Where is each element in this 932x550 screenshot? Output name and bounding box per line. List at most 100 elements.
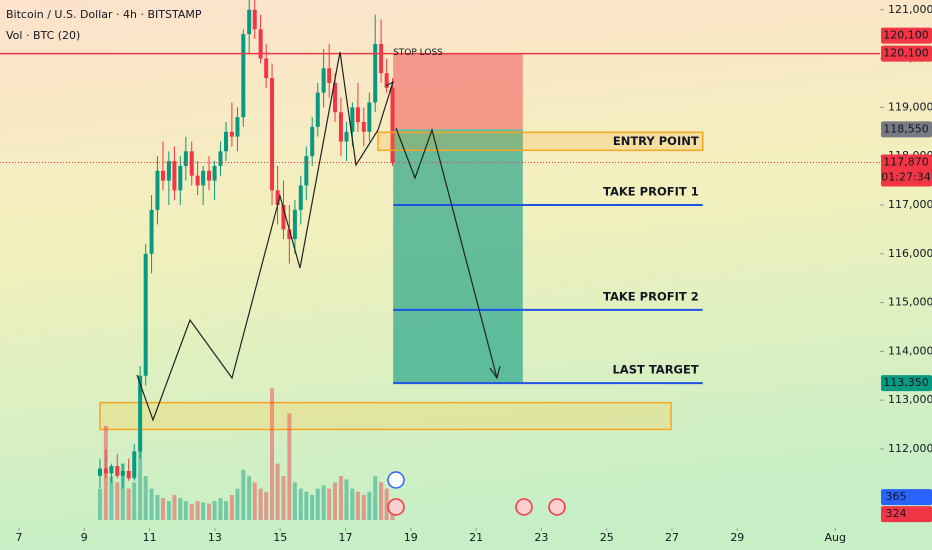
volume-marker [881,489,932,506]
volume-bar [373,476,378,520]
volume-bar [138,451,143,520]
x-tick-label: Aug [825,531,846,544]
price-marker-label: 120,100 [883,47,929,60]
y-tick-label: 119,000 [888,100,932,113]
candle-body [384,73,389,88]
volume-bar [241,469,246,520]
candle-body [120,470,125,476]
price-marker-label: 120,100 [883,29,929,42]
candle-body [155,170,160,210]
volume-bar [115,482,120,520]
event-icon[interactable] [548,498,566,516]
chart-title: Bitcoin / U.S. Dollar · 4h · BITSTAMP [6,8,202,21]
volume-bar [304,491,309,520]
candle-body [298,185,303,210]
x-tick-label: 7 [16,531,23,544]
level-label: STOP LOSS [393,48,443,58]
x-tick-label: 19 [404,531,418,544]
volume-bar [178,498,183,520]
level-label: ENTRY POINT [613,134,699,148]
price-marker-note: 01:27:34 [881,171,930,184]
event-icon[interactable] [515,498,533,516]
volume-bar [338,476,343,520]
volume-bar [120,463,125,520]
price-marker [881,154,932,187]
volume-bar [355,491,360,520]
volume-bar [298,488,303,520]
reward-zone [393,129,523,384]
volume-bar [207,503,212,520]
volume-bar [149,488,154,520]
y-tick-label: 113,000 [888,393,932,406]
candle-body [235,117,240,137]
x-tick-label: 17 [339,531,353,544]
y-tick-label: 115,000 [888,296,932,309]
candle-body [338,112,343,142]
price-marker [881,121,932,138]
volume-bar [281,476,286,520]
y-tick-label: 114,000 [888,344,932,357]
candle-body [149,209,154,254]
candle-body [321,68,326,93]
candle-body [189,151,194,176]
x-tick-label: 25 [600,531,614,544]
candle-body [195,175,200,186]
candle-body [218,151,223,166]
candle-body [327,68,332,83]
volume-bar [270,388,275,520]
x-tick-label: 13 [208,531,222,544]
x-tick-label: 23 [534,531,548,544]
price-marker [881,27,932,44]
candle-body [379,43,384,74]
volume-bar [126,488,131,520]
candle-body [138,375,143,452]
volume-bar [229,494,234,520]
volume-bar [109,476,114,520]
chart-subtitle: Vol · BTC (20) [6,29,80,42]
volume-bar [247,476,252,520]
volume-bar [379,482,384,520]
volume-bar [166,501,171,520]
candle-body [207,170,212,181]
projection-arrow [395,127,498,379]
support-zone [99,401,672,431]
candle-body [310,126,315,157]
volume-bar [97,488,102,520]
candle-body [350,107,355,132]
arrow-head [489,365,501,380]
event-icon[interactable] [387,471,405,489]
volume-bar [201,502,206,520]
volume-bar [132,482,137,520]
candle-body [264,58,269,79]
candle-body [361,122,366,132]
volume-bar [195,501,200,520]
candle-body [126,470,131,479]
volume-bar [384,488,389,520]
volume-bar [264,491,269,520]
drawn-path [136,51,394,422]
volume-bar [183,501,188,520]
candle-body [247,9,252,35]
candle-body [390,87,395,163]
candle-body [281,204,286,230]
price-marker-label: 118,550 [883,122,929,135]
volume-bar [172,494,177,520]
volume-marker-label: 324 [886,507,907,520]
candle-body [172,161,177,191]
price-marker-label: 113,350 [883,376,929,389]
x-tick-label: 9 [81,531,88,544]
candle-body [160,170,165,181]
event-icon[interactable] [387,498,405,516]
candle-body [367,102,372,132]
volume-bar [361,494,366,520]
level-label: LAST TARGET [612,363,698,377]
volume-bar [218,498,223,520]
volume-bar [350,488,355,520]
volume-bar [344,479,349,520]
candle-body [292,209,297,240]
price-marker [881,375,932,392]
event-icons [387,471,566,516]
candle-body [224,131,229,152]
